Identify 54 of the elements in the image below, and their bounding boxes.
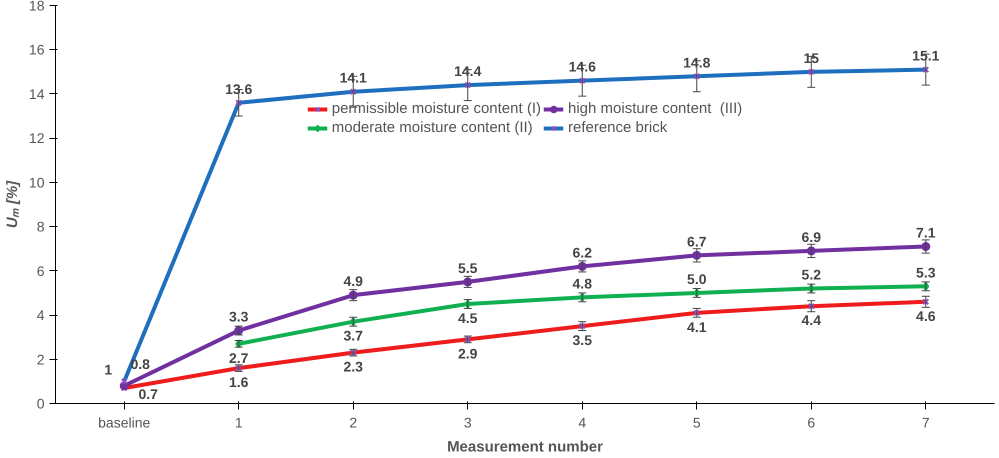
x-tick-label: 4 bbox=[578, 414, 586, 430]
data-label: 4.9 bbox=[344, 273, 364, 290]
x-tick-label: 7 bbox=[922, 414, 930, 430]
y-tick-label: 12 bbox=[28, 130, 45, 146]
y-tick-label: 4 bbox=[36, 307, 45, 324]
legend-label: moderate moisture content (II) bbox=[332, 119, 533, 136]
x-tick-label: 3 bbox=[464, 414, 472, 430]
data-label: 2.7 bbox=[228, 350, 249, 366]
y-tick-label: 14 bbox=[28, 86, 45, 102]
data-label: 14.4 bbox=[454, 63, 482, 80]
x-tick-label: 5 bbox=[692, 414, 701, 430]
data-label: 4.4 bbox=[802, 312, 822, 328]
x-tick-label: 1 bbox=[234, 414, 243, 430]
x-axis-title: Measurement number bbox=[447, 438, 604, 456]
legend-label: permissible moisture content (I) bbox=[332, 100, 541, 117]
data-label: 14.6 bbox=[568, 58, 596, 75]
data-label: 14.1 bbox=[340, 70, 368, 86]
data-label: 2.3 bbox=[344, 358, 364, 375]
data-label: 15.1 bbox=[912, 48, 940, 64]
data-label: 3.5 bbox=[572, 332, 592, 348]
data-label: 4.1 bbox=[687, 318, 707, 335]
legend-label: reference brick bbox=[568, 119, 668, 136]
data-label: 1.6 bbox=[228, 374, 249, 390]
data-label: 1 bbox=[104, 361, 112, 378]
y-axis-title: Uₘ [%] bbox=[4, 180, 21, 228]
data-label: 7.1 bbox=[916, 224, 936, 241]
y-tick-label: 18 bbox=[28, 0, 45, 14]
data-label: 5.3 bbox=[916, 264, 936, 280]
x-tick-label: 2 bbox=[349, 414, 358, 430]
y-tick-label: 8 bbox=[36, 218, 45, 235]
data-label: 6.9 bbox=[802, 228, 822, 245]
data-label: 0.7 bbox=[138, 386, 158, 402]
data-label: 6.2 bbox=[572, 244, 592, 260]
data-label: 5.0 bbox=[687, 270, 707, 287]
x-tick-label: baseline bbox=[98, 414, 150, 430]
data-label: 4.5 bbox=[458, 310, 478, 326]
x-tick-label: 6 bbox=[807, 414, 816, 430]
data-label: 3.7 bbox=[344, 328, 364, 344]
data-label: 14.8 bbox=[683, 54, 711, 70]
data-label: 3.3 bbox=[228, 308, 249, 325]
data-label: 5.5 bbox=[458, 260, 478, 276]
y-tick-label: 10 bbox=[28, 174, 45, 190]
y-tick-label: 2 bbox=[36, 351, 45, 368]
y-tick-label: 16 bbox=[28, 42, 45, 58]
y-tick-label: 0 bbox=[36, 396, 45, 412]
data-label: 2.9 bbox=[458, 345, 478, 362]
legend-label: high moisture content (III) bbox=[568, 100, 742, 117]
data-label: 15 bbox=[803, 50, 820, 66]
data-label: 4.8 bbox=[572, 275, 592, 292]
data-label: 4.6 bbox=[916, 308, 936, 324]
data-label: 5.2 bbox=[802, 266, 822, 283]
data-label: 6.7 bbox=[687, 233, 707, 250]
y-tick-label: 6 bbox=[36, 262, 45, 279]
data-label: 13.6 bbox=[225, 80, 253, 97]
